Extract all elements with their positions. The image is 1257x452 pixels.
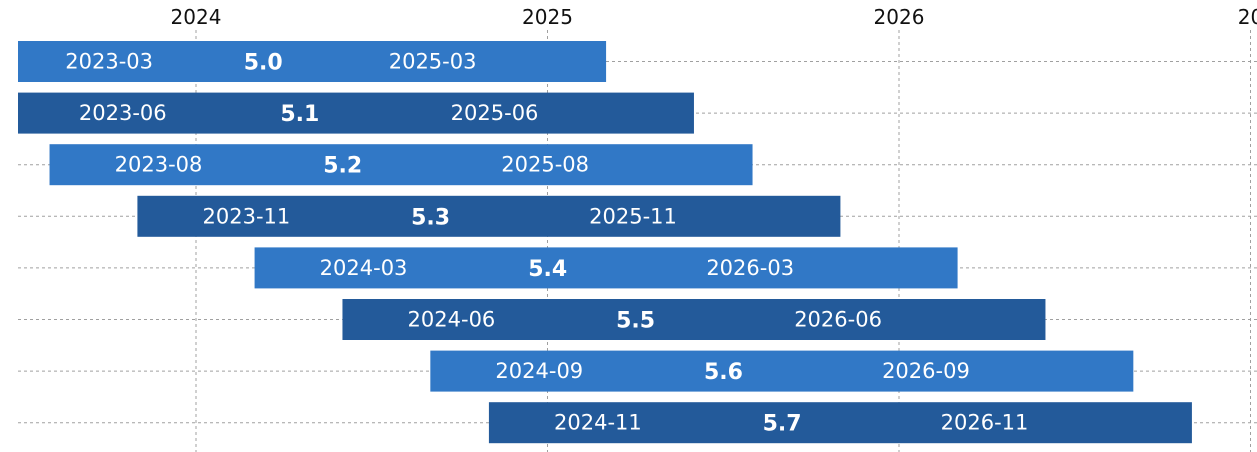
support-bar-5-2 xyxy=(49,144,753,186)
bar-version-label: 5.0 xyxy=(244,51,283,76)
bar-layer: 2023-03 5.0 2025-03 2023-06 5.1 2025-06 2023-0… xyxy=(18,41,1192,444)
bar-version-label: 5.2 xyxy=(323,154,362,179)
support-bar-5-1 xyxy=(18,92,694,134)
support-bar-5-0 xyxy=(18,41,607,82)
bar-version-label: 5.6 xyxy=(704,360,743,385)
bar-version-label: 5.4 xyxy=(528,257,567,282)
bar-version-label: 5.1 xyxy=(280,102,319,127)
support-bar-5-6 xyxy=(430,350,1134,392)
bar-start-label: 2023-03 xyxy=(65,50,153,74)
bar-start-label: 2023-06 xyxy=(79,101,167,125)
bar-start-label: 2024-03 xyxy=(320,256,408,280)
x-tick-label: 20 xyxy=(1238,5,1257,29)
bar-end-label: 2026-11 xyxy=(941,411,1029,435)
bar-start-label: 2024-11 xyxy=(554,411,642,435)
bar-end-label: 2025-03 xyxy=(389,50,477,74)
bar-version-label: 5.5 xyxy=(616,309,655,334)
support-bar-5-7 xyxy=(488,402,1192,444)
support-bar-5-4 xyxy=(254,247,958,289)
bar-end-label: 2026-06 xyxy=(794,308,882,332)
x-tick-label: 2026 xyxy=(874,5,925,29)
bar-start-label: 2023-08 xyxy=(115,153,203,177)
bar-end-label: 2025-08 xyxy=(501,153,589,177)
bar-end-label: 2025-06 xyxy=(451,101,539,125)
bar-end-label: 2026-09 xyxy=(882,359,970,383)
support-bar-5-5 xyxy=(342,299,1046,340)
x-tick-label: 2025 xyxy=(522,5,573,29)
support-bar-5-3 xyxy=(137,195,841,237)
x-tick-label: 2024 xyxy=(171,5,222,29)
bar-start-label: 2024-06 xyxy=(408,308,496,332)
bar-start-label: 2023-11 xyxy=(203,204,291,228)
bar-version-label: 5.3 xyxy=(411,205,450,230)
bar-version-label: 5.7 xyxy=(763,412,802,437)
bar-end-label: 2025-11 xyxy=(589,204,677,228)
x-axis: 2024 2025 2026 20 xyxy=(171,5,1257,29)
bar-start-label: 2024-09 xyxy=(495,359,583,383)
bar-end-label: 2026-03 xyxy=(706,256,794,280)
